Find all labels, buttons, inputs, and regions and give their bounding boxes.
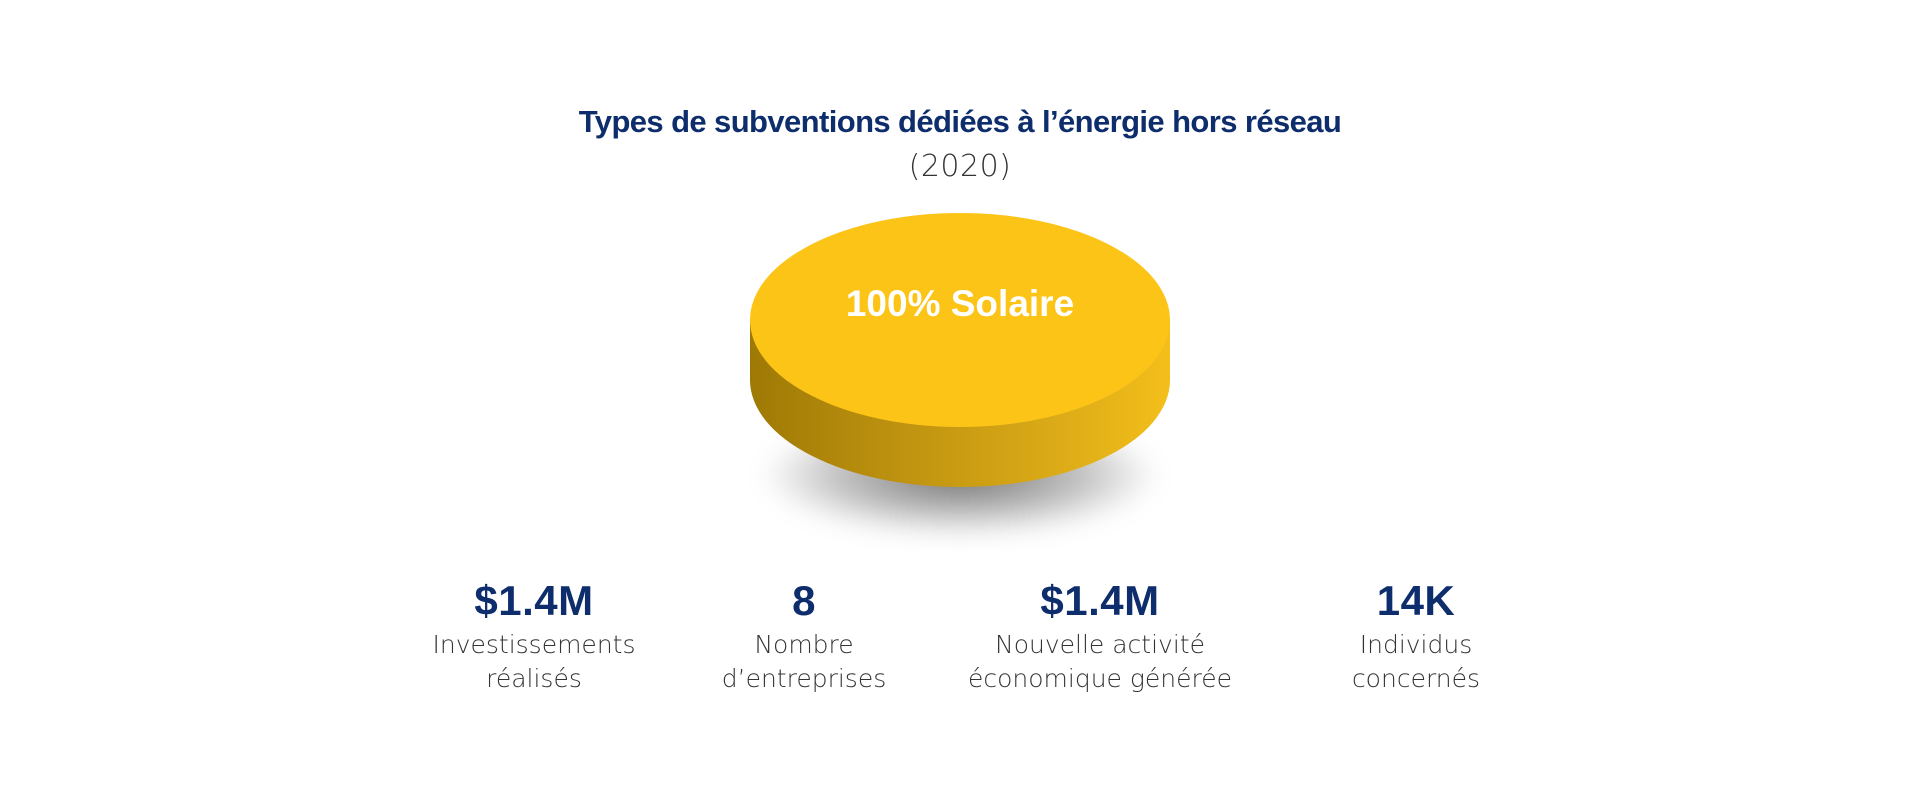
chart-subtitle-year: (2020) (908, 149, 1012, 184)
stat-companies: 8 Nombre d’entreprises (644, 578, 964, 696)
pie-graphic (750, 213, 1170, 537)
stat-label: Individus concernés (1351, 630, 1481, 693)
stat-individuals: 14K Individus concernés (1256, 578, 1576, 696)
stat-label: Investissements réalisés (432, 630, 636, 693)
stat-investments: $1.4M Investissements réalisés (374, 578, 694, 696)
stat-label: Nombre d’entreprises (721, 630, 887, 693)
stat-value: 8 (792, 577, 816, 624)
pie-slice-label: 100% Solaire (845, 283, 1075, 324)
stat-value: $1.4M (1040, 577, 1160, 624)
stat-value: $1.4M (474, 577, 594, 624)
stat-label: Nouvelle activité économique générée (967, 630, 1232, 693)
pie-chart-3d (720, 190, 1200, 550)
stat-economic-activity: $1.4M Nouvelle activité économique génér… (940, 578, 1260, 696)
chart-title: Types de subventions dédiées à l’énergie… (578, 104, 1342, 139)
pie-slice-solaire (750, 213, 1170, 427)
stat-value: 14K (1376, 577, 1456, 624)
